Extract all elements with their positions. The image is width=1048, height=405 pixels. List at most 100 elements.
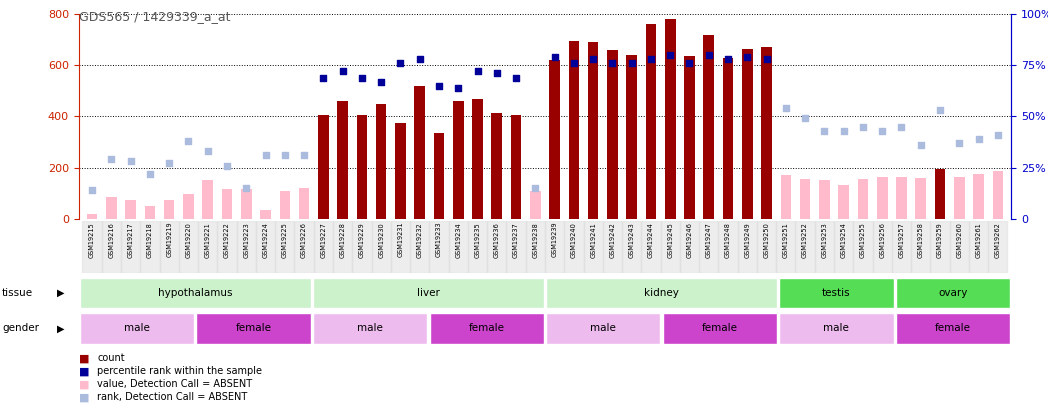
Text: GSM19250: GSM19250 <box>764 222 769 258</box>
Point <box>854 124 871 130</box>
Text: GSM19215: GSM19215 <box>89 222 95 258</box>
Text: GSM19244: GSM19244 <box>648 222 654 258</box>
Text: GSM19253: GSM19253 <box>822 222 827 258</box>
Bar <box>241 189 252 219</box>
Bar <box>430 313 544 344</box>
Bar <box>467 221 487 273</box>
Bar <box>781 175 791 219</box>
Point <box>238 185 255 191</box>
Point <box>546 54 563 60</box>
Point <box>277 152 293 158</box>
Bar <box>646 24 656 219</box>
Text: GSM19229: GSM19229 <box>358 222 365 258</box>
Point <box>624 60 640 66</box>
Bar <box>857 179 868 219</box>
Bar <box>140 221 159 273</box>
Text: hypothalamus: hypothalamus <box>158 288 233 298</box>
Bar <box>549 60 560 219</box>
Bar <box>680 221 699 273</box>
Bar <box>121 221 140 273</box>
Point <box>392 60 409 66</box>
Text: GSM19235: GSM19235 <box>475 222 481 258</box>
Bar <box>202 180 213 219</box>
Bar <box>333 221 352 273</box>
Point <box>450 85 466 91</box>
Text: GSM19254: GSM19254 <box>840 222 847 258</box>
Point <box>470 68 486 75</box>
Bar <box>256 221 276 273</box>
Bar <box>546 278 777 309</box>
Point <box>507 75 524 81</box>
Point <box>431 83 447 89</box>
Bar <box>834 221 853 273</box>
Bar <box>988 221 1007 273</box>
Bar <box>853 221 873 273</box>
Point <box>681 60 698 66</box>
Point <box>84 187 101 193</box>
Text: GSM19236: GSM19236 <box>494 222 500 258</box>
Bar <box>83 221 102 273</box>
Text: GSM19256: GSM19256 <box>879 222 886 258</box>
Bar <box>276 221 294 273</box>
Text: GSM19245: GSM19245 <box>668 222 673 258</box>
Point <box>257 152 274 158</box>
Bar <box>723 58 734 219</box>
Text: percentile rank within the sample: percentile rank within the sample <box>97 367 262 376</box>
Bar <box>318 115 329 219</box>
Bar <box>780 313 894 344</box>
Text: male: male <box>357 324 383 333</box>
Text: GSM19240: GSM19240 <box>571 222 576 258</box>
Text: male: male <box>124 324 150 333</box>
Bar <box>896 177 907 219</box>
Text: female: female <box>702 324 738 333</box>
Text: GSM19239: GSM19239 <box>551 222 558 258</box>
Bar <box>449 221 467 273</box>
Bar <box>473 98 483 219</box>
Text: GSM19219: GSM19219 <box>167 222 172 258</box>
Text: GSM19242: GSM19242 <box>609 222 615 258</box>
Point <box>796 115 813 122</box>
Text: testis: testis <box>822 288 851 298</box>
Bar <box>607 50 617 219</box>
Text: GSM19261: GSM19261 <box>976 222 982 258</box>
Bar <box>877 177 888 219</box>
Bar <box>742 49 752 219</box>
Bar <box>916 178 926 219</box>
Bar <box>954 177 964 219</box>
Text: value, Detection Call = ABSENT: value, Detection Call = ABSENT <box>97 379 253 389</box>
Bar <box>217 221 237 273</box>
Bar <box>931 221 949 273</box>
Text: GSM19260: GSM19260 <box>956 222 962 258</box>
Text: ■: ■ <box>79 379 89 389</box>
Text: GSM19233: GSM19233 <box>436 222 442 258</box>
Point <box>296 152 312 158</box>
Point <box>585 56 602 62</box>
Point <box>160 160 177 167</box>
Text: GSM19221: GSM19221 <box>204 222 211 258</box>
Text: GSM19232: GSM19232 <box>417 222 422 258</box>
Bar <box>564 221 584 273</box>
Bar <box>453 101 463 219</box>
Bar <box>974 174 984 219</box>
Text: GSM19223: GSM19223 <box>243 222 249 258</box>
Point <box>720 56 737 62</box>
Point <box>103 156 119 163</box>
Bar <box>198 221 217 273</box>
Text: GSM19258: GSM19258 <box>918 222 923 258</box>
Text: GSM19222: GSM19222 <box>224 222 230 258</box>
Point <box>970 136 987 142</box>
Text: GSM19217: GSM19217 <box>128 222 134 258</box>
Bar <box>183 194 194 219</box>
Text: ■: ■ <box>79 392 89 402</box>
Text: GSM19230: GSM19230 <box>378 222 385 258</box>
Bar <box>660 221 680 273</box>
Text: GSM19226: GSM19226 <box>301 222 307 258</box>
Bar <box>492 113 502 219</box>
Bar <box>222 189 233 219</box>
Point <box>758 56 774 62</box>
Bar <box>395 123 406 219</box>
Bar <box>546 313 660 344</box>
Bar <box>87 213 97 219</box>
Bar <box>800 179 810 219</box>
Point <box>913 142 930 148</box>
